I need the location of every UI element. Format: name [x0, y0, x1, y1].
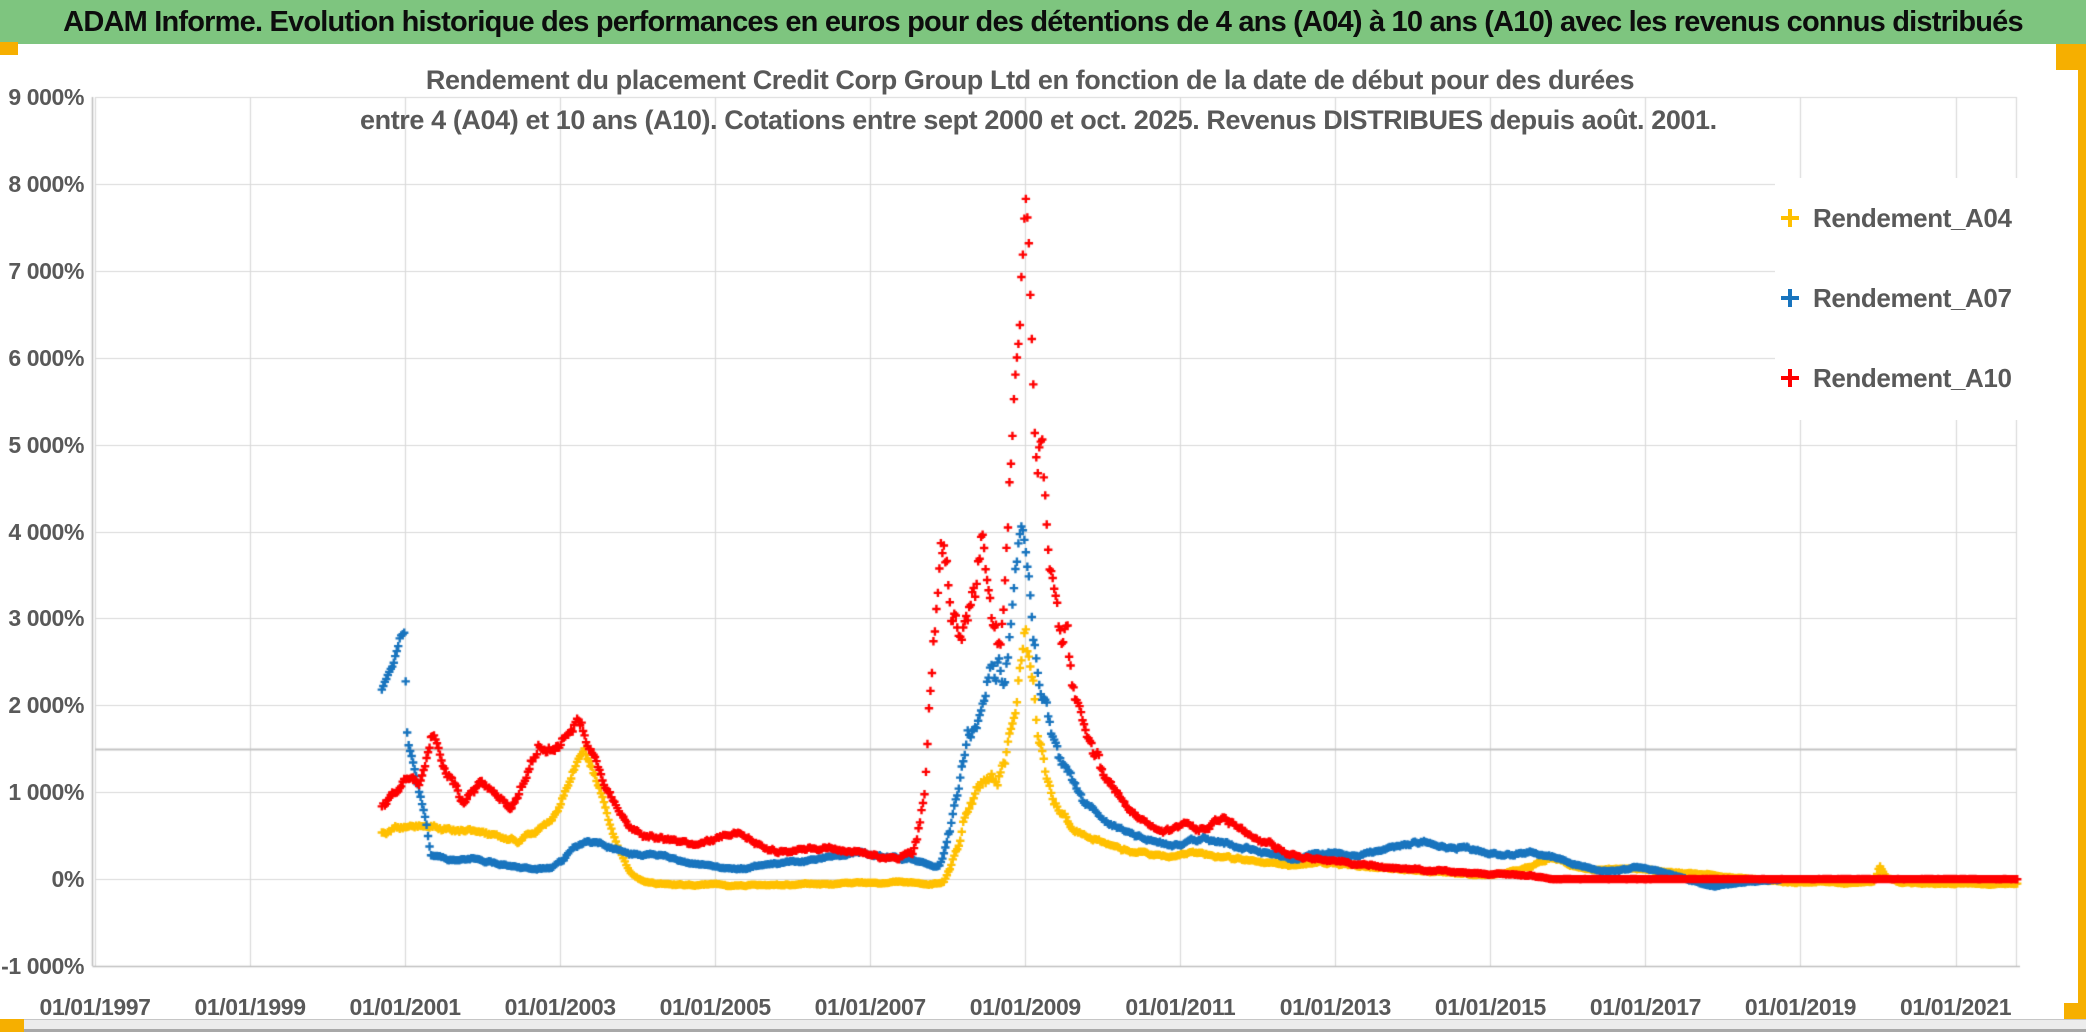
x-axis-tick-label: 01/01/2003 — [504, 994, 617, 1020]
legend-item-rendement_a07[interactable]: Rendement_A07 — [1775, 258, 2043, 338]
y-axis-tick-label: 4 000% — [8, 518, 84, 545]
y-axis-tick-label: 2 000% — [8, 692, 84, 719]
bottom-status-strip — [0, 1019, 2086, 1032]
x-axis-tick-label: 01/01/2001 — [349, 994, 462, 1020]
y-axis-tick-label: 9 000% — [8, 84, 84, 110]
y-axis-tick-label: 6 000% — [8, 344, 84, 371]
legend: Rendement_A04 Rendement_A07 Rendement_A10 — [1775, 178, 2043, 420]
chart-title-line2: entre 4 (A04) et 10 ans (A10). Cotations… — [360, 105, 1717, 135]
accent-bottom-left — [0, 1019, 24, 1032]
right-border-strip — [2078, 44, 2086, 1019]
x-axis-tick-label: 01/01/2017 — [1589, 994, 1702, 1020]
x-axis-tick-label: 01/01/2009 — [969, 994, 1082, 1020]
y-axis-tick-label: 1 000% — [8, 779, 84, 806]
x-axis-tick-label: 01/01/2019 — [1744, 994, 1857, 1020]
y-axis-tick-label: 7 000% — [8, 257, 84, 284]
x-axis-tick-label: 01/01/2007 — [814, 994, 927, 1020]
plus-marker-icon — [1781, 209, 1799, 227]
legend-label: Rendement_A07 — [1813, 282, 2012, 313]
x-axis-tick-label: 01/01/2021 — [1899, 994, 2012, 1020]
plus-marker-icon — [1781, 369, 1799, 387]
y-axis-tick-label: 5 000% — [8, 431, 84, 458]
y-axis-tick-label: 0% — [51, 866, 85, 893]
x-axis-tick-label: 01/01/1999 — [194, 994, 306, 1020]
x-axis-tick-label: 01/01/2005 — [659, 994, 772, 1020]
chart-title: Rendement du placement Credit Corp Group… — [360, 60, 1717, 140]
plus-marker-icon — [1781, 289, 1799, 307]
legend-label: Rendement_A04 — [1813, 202, 2012, 233]
header-title: ADAM Informe. Evolution historique des p… — [63, 5, 2023, 38]
y-axis-tick-label: 3 000% — [8, 605, 84, 632]
y-axis-tick-label: -1 000% — [1, 953, 84, 979]
legend-item-rendement_a10[interactable]: Rendement_A10 — [1775, 338, 2043, 418]
x-axis-tick-label: 01/01/2015 — [1434, 994, 1547, 1020]
x-axis-tick-label: 01/01/2011 — [1125, 994, 1236, 1020]
accent-top-left — [0, 42, 18, 55]
accent-bottom-right — [2064, 1003, 2086, 1019]
x-axis-tick-label: 01/01/1997 — [39, 994, 151, 1020]
legend-item-rendement_a04[interactable]: Rendement_A04 — [1775, 178, 2043, 258]
y-axis-tick-label: 8 000% — [8, 170, 84, 197]
chart-title-line1: Rendement du placement Credit Corp Group… — [425, 65, 1635, 95]
legend-label: Rendement_A10 — [1813, 362, 2012, 393]
header-bar: ADAM Informe. Evolution historique des p… — [0, 0, 2086, 44]
x-axis-tick-label: 01/01/2013 — [1279, 994, 1392, 1020]
